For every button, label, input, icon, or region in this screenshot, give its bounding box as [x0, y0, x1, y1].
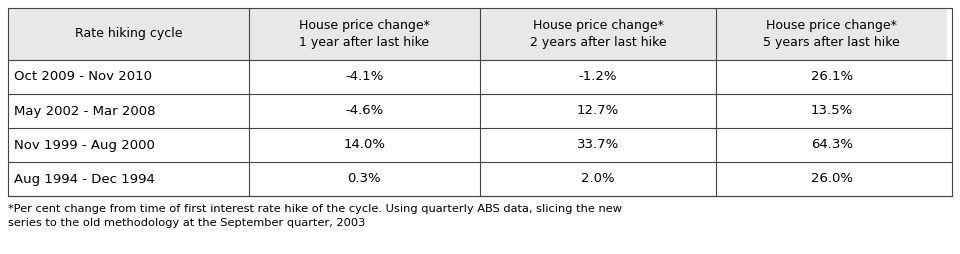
Bar: [480, 128, 716, 162]
Text: 26.0%: 26.0%: [810, 172, 852, 185]
Bar: [716, 60, 948, 94]
Bar: [249, 94, 480, 128]
Text: Rate hiking cycle: Rate hiking cycle: [75, 27, 182, 40]
Bar: [480, 162, 716, 196]
Text: 26.1%: 26.1%: [810, 71, 852, 84]
Bar: [716, 8, 948, 60]
Bar: [249, 60, 480, 94]
Text: -4.6%: -4.6%: [346, 104, 383, 118]
Text: House price change*
2 years after last hike: House price change* 2 years after last h…: [530, 19, 666, 49]
Bar: [8, 162, 249, 196]
Text: House price change*
1 year after last hike: House price change* 1 year after last hi…: [299, 19, 430, 49]
Bar: [716, 94, 948, 128]
Text: Nov 1999 - Aug 2000: Nov 1999 - Aug 2000: [14, 138, 155, 151]
Bar: [8, 94, 249, 128]
Bar: [249, 162, 480, 196]
Text: 13.5%: 13.5%: [810, 104, 852, 118]
Text: -4.1%: -4.1%: [346, 71, 384, 84]
Text: 12.7%: 12.7%: [577, 104, 619, 118]
Text: House price change*
5 years after last hike: House price change* 5 years after last h…: [763, 19, 900, 49]
Text: -1.2%: -1.2%: [579, 71, 617, 84]
Bar: [480, 8, 716, 60]
Bar: [480, 94, 716, 128]
Bar: [249, 128, 480, 162]
Text: 33.7%: 33.7%: [577, 138, 619, 151]
Text: 2.0%: 2.0%: [581, 172, 614, 185]
Text: Oct 2009 - Nov 2010: Oct 2009 - Nov 2010: [14, 71, 152, 84]
Bar: [716, 162, 948, 196]
Bar: [8, 128, 249, 162]
Bar: [480, 60, 716, 94]
Bar: [716, 128, 948, 162]
Text: 14.0%: 14.0%: [344, 138, 385, 151]
Text: 64.3%: 64.3%: [810, 138, 852, 151]
Bar: [8, 60, 249, 94]
Text: *Per cent change from time of first interest rate hike of the cycle. Using quart: *Per cent change from time of first inte…: [8, 204, 622, 214]
Text: May 2002 - Mar 2008: May 2002 - Mar 2008: [14, 104, 156, 118]
Text: Aug 1994 - Dec 1994: Aug 1994 - Dec 1994: [14, 172, 155, 185]
Bar: [8, 8, 249, 60]
Text: series to the old methodology at the September quarter, 2003: series to the old methodology at the Sep…: [8, 218, 366, 228]
Text: 0.3%: 0.3%: [348, 172, 381, 185]
Bar: [249, 8, 480, 60]
